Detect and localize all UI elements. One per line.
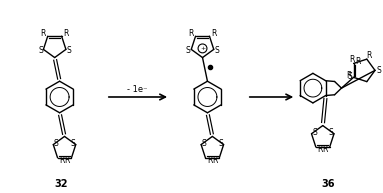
Text: R: R — [212, 156, 218, 164]
Text: S: S — [347, 72, 352, 81]
Text: R: R — [207, 156, 213, 164]
Text: R: R — [41, 30, 46, 38]
Text: R: R — [63, 30, 69, 38]
Text: S: S — [202, 139, 206, 148]
Text: S: S — [38, 46, 43, 55]
Text: S: S — [67, 46, 71, 55]
Text: R: R — [318, 145, 323, 154]
Text: S: S — [214, 46, 219, 55]
Text: S: S — [54, 139, 59, 148]
Text: R: R — [188, 30, 194, 38]
Text: R: R — [347, 71, 352, 80]
Text: S: S — [218, 139, 223, 148]
Text: 36: 36 — [321, 179, 334, 189]
Text: S: S — [186, 46, 191, 55]
Text: R: R — [349, 55, 354, 64]
Text: R: R — [211, 30, 216, 38]
Text: - 1e⁻: - 1e⁻ — [127, 85, 148, 94]
Text: 32: 32 — [55, 179, 68, 189]
Text: +: + — [200, 46, 205, 51]
Text: S: S — [376, 66, 381, 75]
Text: S: S — [70, 139, 75, 148]
Text: R: R — [366, 51, 372, 60]
Text: S: S — [312, 128, 317, 137]
Text: R: R — [322, 145, 328, 154]
Text: S: S — [329, 128, 334, 137]
Text: R: R — [59, 156, 65, 164]
Text: R: R — [355, 57, 361, 66]
Text: R: R — [64, 156, 70, 164]
